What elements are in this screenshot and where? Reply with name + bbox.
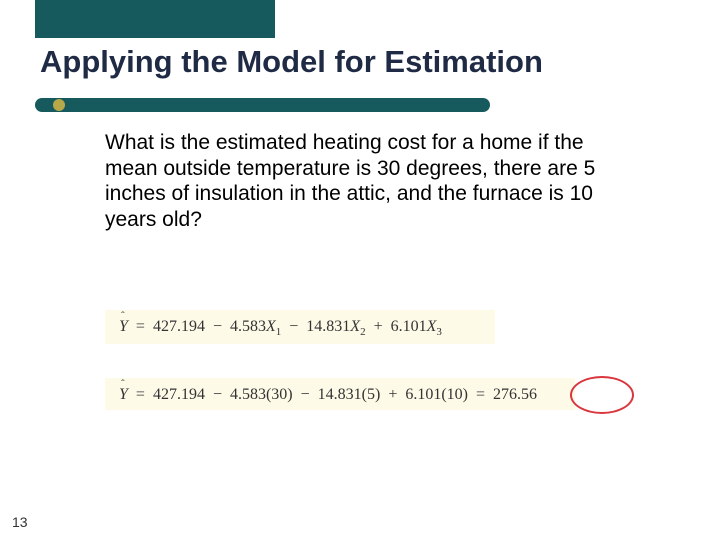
slide-title: Applying the Model for Estimation xyxy=(40,44,543,80)
eq1-intercept: 427.194 xyxy=(153,318,205,335)
title-underline-bar xyxy=(35,98,490,112)
equation-model: ˆY = 427.194 − 4.583X1 − 14.831X2 + 6.10… xyxy=(105,310,495,344)
eq2-result: 276.56 xyxy=(493,386,537,403)
eq2-x3: (10) xyxy=(441,386,468,403)
eq2-b1: 4.583 xyxy=(230,386,266,403)
eq2-intercept: 427.194 xyxy=(153,386,205,403)
eq1-b3: 6.101 xyxy=(391,318,427,335)
equation-substituted: ˆY = 427.194 − 4.583(30) − 14.831(5) + 6… xyxy=(105,378,575,410)
bullet-dot xyxy=(53,99,65,111)
eq1-b1: 4.583 xyxy=(230,318,266,335)
eq2-x1: (30) xyxy=(266,386,293,403)
eq1-b2: 14.831 xyxy=(306,318,350,335)
question-text: What is the estimated heating cost for a… xyxy=(105,130,635,232)
eq2-b2: 14.831 xyxy=(318,386,362,403)
eq2-x2: (5) xyxy=(362,386,381,403)
header-accent-block xyxy=(35,0,275,38)
result-circle-highlight xyxy=(570,376,634,414)
eq2-b3: 6.101 xyxy=(405,386,441,403)
slide-number: 13 xyxy=(12,514,28,530)
